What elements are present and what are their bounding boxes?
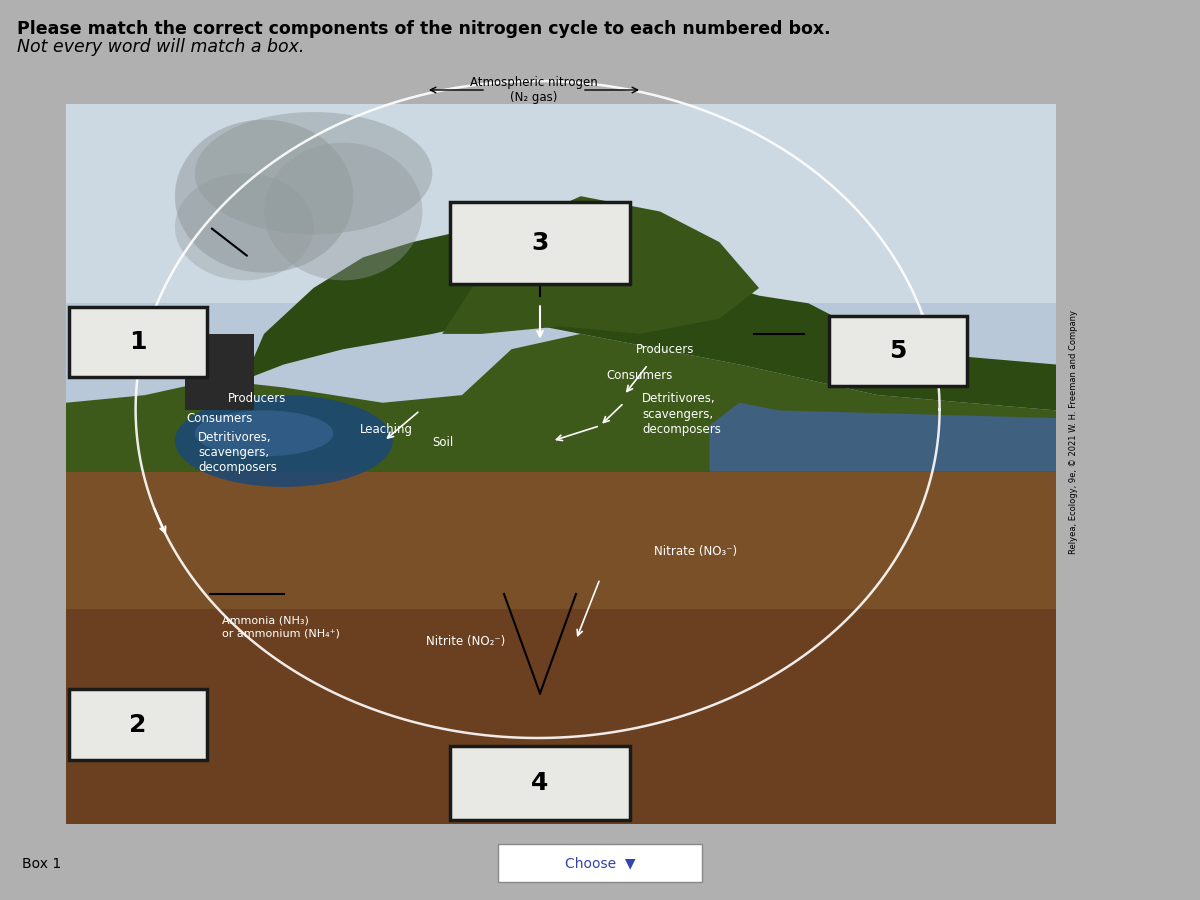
- FancyBboxPatch shape: [829, 316, 967, 386]
- Ellipse shape: [264, 142, 422, 280]
- FancyBboxPatch shape: [70, 307, 206, 377]
- Text: Producers: Producers: [228, 392, 287, 405]
- Text: 4: 4: [532, 771, 548, 795]
- Text: Detritivores,: Detritivores,: [642, 392, 715, 405]
- Text: Leaching: Leaching: [360, 423, 413, 436]
- Bar: [66, 104, 1056, 426]
- Text: 3: 3: [532, 231, 548, 255]
- Bar: [66, 426, 1056, 824]
- FancyBboxPatch shape: [450, 202, 630, 284]
- Text: scavengers,: scavengers,: [198, 446, 269, 459]
- Ellipse shape: [194, 410, 334, 456]
- Text: or ammonium (NH₄⁺): or ammonium (NH₄⁺): [222, 629, 340, 639]
- Text: Detritivores,: Detritivores,: [198, 431, 271, 444]
- FancyBboxPatch shape: [498, 844, 702, 882]
- Polygon shape: [66, 334, 1056, 472]
- Text: decomposers: decomposers: [198, 462, 277, 474]
- Ellipse shape: [175, 395, 392, 487]
- Text: Nitrite (NO₂⁻): Nitrite (NO₂⁻): [426, 634, 505, 648]
- Text: Consumers: Consumers: [606, 370, 672, 382]
- Text: decomposers: decomposers: [642, 423, 721, 436]
- Polygon shape: [245, 227, 1056, 410]
- Text: Producers: Producers: [636, 343, 695, 356]
- Ellipse shape: [175, 120, 353, 273]
- Text: Ammonia (NH₃): Ammonia (NH₃): [222, 616, 308, 625]
- FancyBboxPatch shape: [70, 689, 206, 760]
- Text: Atmospheric nitrogen
(N₂ gas): Atmospheric nitrogen (N₂ gas): [470, 76, 598, 104]
- Ellipse shape: [194, 112, 432, 235]
- Text: Choose  ▼: Choose ▼: [565, 856, 635, 870]
- Polygon shape: [442, 196, 758, 334]
- Text: Soil: Soil: [432, 436, 454, 449]
- Bar: [66, 104, 1056, 303]
- Text: Relyea, Ecology, 9e, © 2021 W. H. Freeman and Company: Relyea, Ecology, 9e, © 2021 W. H. Freema…: [1069, 310, 1079, 554]
- FancyBboxPatch shape: [450, 746, 630, 820]
- Text: 1: 1: [130, 330, 146, 354]
- Ellipse shape: [175, 173, 313, 280]
- Text: 2: 2: [130, 713, 146, 736]
- Text: Consumers: Consumers: [186, 411, 252, 425]
- Text: Nitrate (NO₃⁻): Nitrate (NO₃⁻): [654, 545, 737, 558]
- Text: Not every word will match a box.: Not every word will match a box.: [17, 38, 304, 56]
- Bar: [185, 334, 254, 410]
- Text: 5: 5: [889, 339, 906, 363]
- Text: Please match the correct components of the nitrogen cycle to each numbered box.: Please match the correct components of t…: [17, 20, 830, 38]
- Bar: [66, 472, 1056, 609]
- Text: scavengers,: scavengers,: [642, 408, 713, 420]
- Polygon shape: [709, 402, 1056, 472]
- Text: Box 1: Box 1: [22, 857, 61, 871]
